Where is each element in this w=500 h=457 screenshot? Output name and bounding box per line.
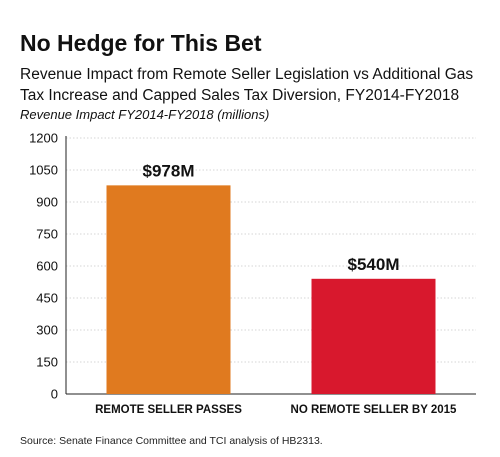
chart-title: No Hedge for This Bet: [20, 30, 262, 56]
y-tick-label: 750: [36, 227, 58, 242]
y-tick-label: 1050: [29, 163, 58, 178]
y-tick-label: 150: [36, 355, 58, 370]
data-label: $540M: [348, 255, 400, 274]
source-note: Source: Senate Finance Committee and TCI…: [20, 435, 323, 447]
data-label: $978M: [143, 161, 195, 180]
x-tick-label: NO REMOTE SELLER BY 2015: [291, 404, 458, 416]
bar: [311, 278, 436, 394]
bar: [106, 185, 231, 394]
y-axis-title: Revenue Impact FY2014-FY2018 (millions): [20, 107, 270, 122]
x-tick-label: REMOTE SELLER PASSES: [95, 404, 242, 416]
y-tick-label: 300: [36, 323, 58, 338]
y-tick-label: 0: [51, 387, 58, 402]
y-tick-label: 1200: [29, 131, 58, 146]
y-tick-label: 450: [36, 291, 58, 306]
y-tick-label: 600: [36, 259, 58, 274]
y-tick-label: 900: [36, 195, 58, 210]
chart-subtitle: Revenue Impact from Remote Seller Legisl…: [20, 66, 474, 104]
